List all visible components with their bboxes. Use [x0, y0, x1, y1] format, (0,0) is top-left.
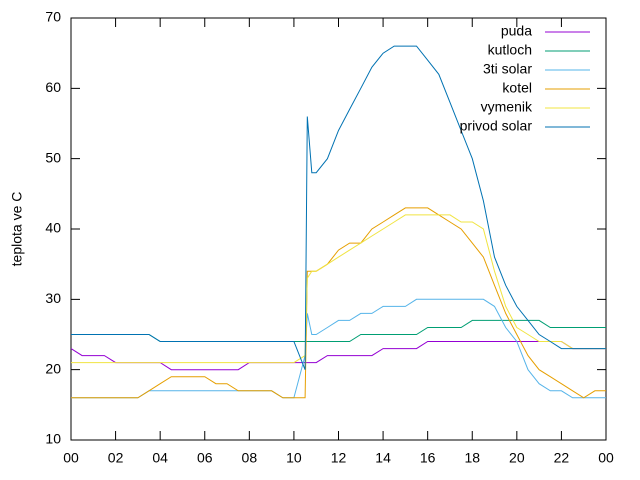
y-tick-label: 70 — [45, 9, 61, 25]
y-tick-label: 30 — [45, 290, 61, 306]
x-tick-label: 12 — [331, 450, 347, 466]
y-tick-label: 60 — [45, 79, 61, 95]
x-tick-label: 14 — [375, 450, 391, 466]
legend-label: privod solar — [460, 118, 533, 134]
y-tick-label: 40 — [45, 220, 61, 236]
x-tick-label: 20 — [509, 450, 525, 466]
x-tick-label: 16 — [420, 450, 436, 466]
legend-label: 3ti solar — [483, 61, 532, 77]
y-tick-label: 10 — [45, 431, 61, 447]
x-tick-label: 04 — [152, 450, 168, 466]
x-tick-label: 22 — [554, 450, 570, 466]
series-line — [71, 298, 606, 399]
x-tick-label: 18 — [464, 450, 480, 466]
y-axis-label: teplota ve C — [9, 192, 25, 267]
series-line — [71, 319, 606, 342]
legend-label: kutloch — [488, 42, 532, 58]
series-line — [71, 207, 606, 399]
x-tick-label: 06 — [197, 450, 213, 466]
y-tick-label: 50 — [45, 149, 61, 165]
x-tick-label: 02 — [108, 450, 124, 466]
x-tick-label: 00 — [598, 450, 614, 466]
x-tick-label: 10 — [286, 450, 302, 466]
x-tick-label: 08 — [242, 450, 258, 466]
series-line — [71, 45, 606, 370]
y-tick-label: 20 — [45, 360, 61, 376]
legend-label: puda — [501, 23, 532, 39]
x-tick-label: 00 — [63, 450, 79, 466]
series-line — [71, 214, 606, 364]
series-line — [70, 341, 606, 371]
legend-label: kotel — [502, 80, 532, 96]
legend-label: vymenik — [481, 99, 533, 115]
